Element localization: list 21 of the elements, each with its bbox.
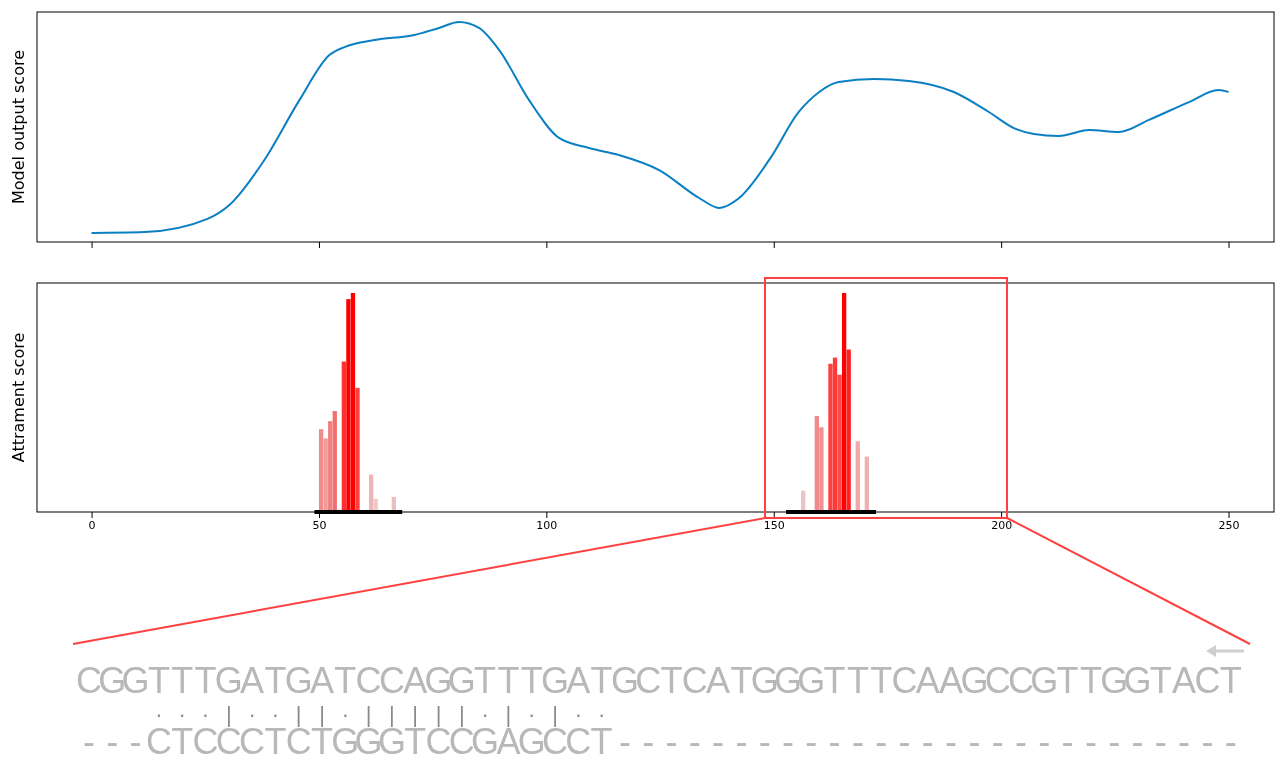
bar [350,293,356,512]
text: CGGTTTGATGATCCAGGTTTGATGCTCATGGGTTTCAAGCCGTTGGTACT [76,660,1242,701]
bar [341,361,347,512]
bar [355,387,360,512]
x-tick-label: 150 [763,518,785,532]
bar [328,421,333,512]
y-axis-title: Attrament score [9,332,28,463]
bar [846,349,851,512]
bar [837,374,842,512]
x-tick-label: 200 [991,518,1013,532]
x-tick-label: 50 [312,518,327,532]
bar [832,357,838,512]
bar [332,411,337,512]
bar [323,438,328,512]
x-tick-label: 250 [1218,518,1240,532]
x-tick-label: 0 [88,518,96,532]
bar [841,293,847,512]
bar [855,441,860,512]
y-axis-title: Model output score [9,50,28,204]
x-tick-label: 100 [536,518,558,532]
bar [318,429,324,512]
